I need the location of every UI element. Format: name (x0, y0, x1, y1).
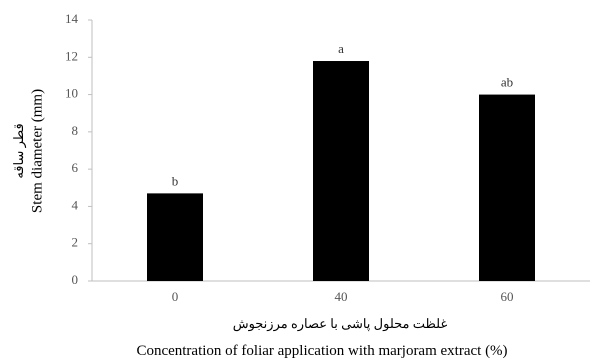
significance-letter: b (172, 173, 179, 188)
bar-series: b a ab (147, 41, 535, 282)
y-axis-ticks: 0 2 4 6 8 10 12 14 (65, 11, 92, 287)
x-axis-ticks: 0 40 60 (172, 289, 514, 304)
bar-40 (313, 61, 369, 282)
x-tick-label: 60 (501, 289, 514, 304)
y-axis-label: Stem diameter (mm) (29, 89, 45, 213)
significance-letter: ab (501, 75, 513, 90)
y-axis-label-persian: قطر ساقه (11, 123, 27, 178)
x-tick-label: 40 (335, 289, 348, 304)
y-tick-label: 0 (72, 272, 79, 287)
y-tick-label: 6 (72, 160, 79, 175)
y-tick-label: 12 (65, 48, 78, 63)
y-tick-label: 14 (65, 11, 79, 26)
significance-letter: a (338, 41, 344, 56)
y-tick-label: 4 (72, 197, 79, 212)
bar-0 (147, 193, 203, 281)
y-tick-label: 2 (72, 235, 79, 250)
x-tick-label: 0 (172, 289, 179, 304)
x-axis-label-persian: غلظت محلول پاشی با عصاره مرزنجوش (233, 316, 448, 332)
x-axis-label: Concentration of foliar application with… (136, 343, 507, 359)
bar-60 (479, 94, 535, 281)
y-tick-label: 8 (72, 123, 79, 138)
y-tick-label: 10 (65, 86, 78, 101)
